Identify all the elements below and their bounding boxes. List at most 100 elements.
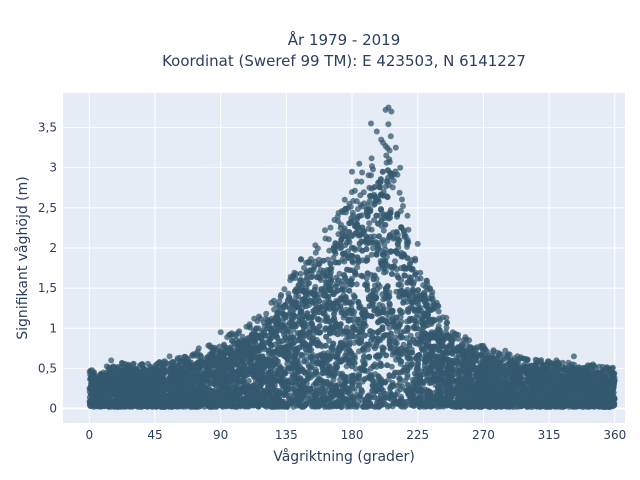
data-point	[392, 258, 398, 265]
data-point	[366, 220, 373, 227]
data-point	[366, 198, 373, 205]
data-point	[374, 329, 381, 336]
data-point	[341, 258, 348, 265]
data-point	[197, 352, 204, 359]
data-point	[321, 401, 328, 408]
data-point	[301, 264, 307, 271]
data-point	[405, 382, 412, 388]
data-point	[346, 229, 353, 235]
data-point	[125, 361, 132, 368]
data-point	[372, 371, 379, 378]
data-point	[375, 266, 382, 273]
data-point	[184, 356, 191, 363]
data-point	[397, 307, 403, 314]
data-point	[303, 259, 310, 266]
data-point	[353, 198, 360, 205]
data-point	[392, 339, 399, 346]
data-point	[402, 377, 408, 384]
data-point	[399, 196, 405, 203]
data-point	[263, 310, 270, 317]
data-point	[361, 200, 368, 207]
data-point	[361, 376, 368, 383]
data-point	[346, 342, 353, 349]
data-point	[366, 184, 373, 191]
data-point	[349, 244, 355, 251]
data-point	[152, 362, 159, 369]
data-point	[370, 245, 376, 252]
data-point	[365, 172, 372, 179]
data-point	[417, 275, 424, 282]
data-point	[396, 189, 403, 196]
data-point	[388, 363, 395, 370]
data-point	[205, 342, 212, 349]
data-point	[270, 297, 277, 304]
data-point	[444, 319, 451, 326]
data-point	[405, 226, 412, 233]
data-point	[336, 270, 343, 277]
data-point	[417, 269, 424, 276]
data-point	[403, 238, 410, 245]
data-point	[211, 344, 218, 351]
data-point	[187, 369, 194, 376]
data-point	[252, 326, 259, 332]
data-point	[110, 363, 117, 370]
data-point	[490, 348, 497, 355]
data-point	[376, 301, 383, 308]
data-point	[375, 319, 381, 326]
data-point	[596, 363, 603, 370]
data-point	[251, 315, 258, 322]
data-points	[86, 104, 618, 410]
data-point	[387, 133, 394, 140]
data-point	[338, 281, 345, 288]
data-point	[276, 298, 283, 305]
data-point	[227, 331, 234, 338]
data-point	[436, 317, 443, 324]
data-point	[304, 274, 310, 281]
data-point	[423, 277, 430, 284]
data-point	[298, 256, 304, 263]
data-point	[381, 242, 388, 249]
data-point	[391, 263, 398, 270]
data-point	[257, 315, 264, 322]
data-point	[388, 271, 395, 277]
data-point	[328, 278, 335, 285]
data-point	[377, 179, 384, 186]
data-point	[322, 235, 329, 242]
data-point	[354, 178, 360, 185]
data-point	[429, 295, 436, 302]
data-point	[338, 309, 345, 316]
data-point	[395, 281, 402, 288]
data-point	[315, 316, 322, 323]
data-point	[247, 324, 253, 331]
data-point	[350, 395, 357, 402]
data-point	[118, 359, 125, 366]
data-point	[357, 192, 364, 199]
data-point	[368, 251, 375, 258]
data-point	[305, 268, 312, 275]
data-point	[281, 286, 288, 293]
data-point	[286, 397, 293, 404]
data-point	[415, 287, 422, 294]
data-point	[308, 274, 315, 281]
data-point	[417, 387, 424, 394]
data-point	[330, 255, 337, 261]
data-point	[400, 203, 406, 209]
data-point	[404, 367, 411, 374]
data-point	[353, 216, 360, 223]
data-point	[335, 209, 342, 216]
data-point	[412, 257, 419, 264]
data-point	[430, 300, 437, 307]
data-point	[346, 287, 353, 294]
data-point	[338, 358, 345, 365]
data-point	[368, 155, 375, 162]
data-point	[313, 380, 319, 387]
data-point	[538, 357, 545, 364]
data-point	[462, 334, 469, 341]
data-point	[383, 159, 390, 166]
data-point	[371, 394, 378, 401]
data-point	[327, 272, 334, 279]
data-point	[338, 296, 345, 303]
data-point	[292, 275, 299, 281]
data-point	[385, 121, 392, 128]
data-point	[268, 342, 275, 349]
